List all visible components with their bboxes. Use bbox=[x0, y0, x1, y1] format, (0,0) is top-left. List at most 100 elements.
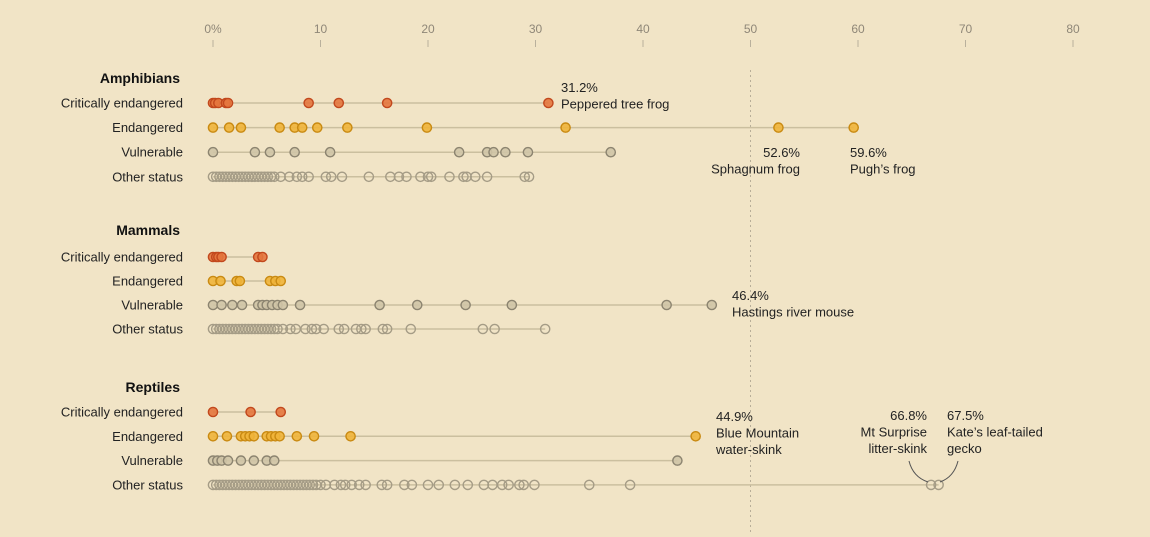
data-point bbox=[560, 122, 571, 133]
data-point bbox=[933, 479, 944, 491]
data-point bbox=[345, 430, 356, 442]
data-point bbox=[285, 323, 296, 335]
data-point bbox=[236, 299, 248, 311]
data-point bbox=[249, 146, 261, 158]
annotation-value: 67.5% bbox=[947, 408, 984, 423]
row-label: Other status bbox=[112, 169, 183, 184]
row-label: Vulnerable bbox=[121, 298, 183, 313]
data-point bbox=[223, 122, 235, 133]
data-point bbox=[289, 146, 301, 158]
data-point bbox=[207, 299, 219, 311]
data-point bbox=[360, 323, 371, 335]
row-critically: Critically endangered bbox=[61, 405, 287, 420]
data-point bbox=[583, 479, 595, 491]
group-title: Amphibians bbox=[100, 70, 180, 86]
data-point bbox=[336, 171, 348, 183]
data-point bbox=[624, 479, 636, 491]
data-point bbox=[462, 479, 474, 491]
data-point bbox=[315, 479, 326, 491]
data-point bbox=[539, 323, 551, 335]
annotation-label: Sphagnum frog bbox=[711, 162, 800, 177]
annotation-label: litter-skink bbox=[868, 441, 927, 456]
group-amphibians: Amphibians Critically endangered Endangere… bbox=[61, 70, 860, 184]
data-point bbox=[356, 323, 367, 335]
annotation-label: Pugh’s frog bbox=[850, 162, 916, 177]
data-point bbox=[329, 479, 340, 491]
data-point bbox=[489, 323, 500, 335]
annotation-value: 52.6% bbox=[763, 145, 800, 160]
row-label: Endangered bbox=[112, 429, 183, 444]
group-mammals: Mammals Critically endangered Endangered Vu… bbox=[61, 222, 718, 337]
data-point bbox=[506, 299, 518, 311]
data-point bbox=[523, 171, 535, 183]
data-point bbox=[477, 323, 489, 335]
group-title: Reptiles bbox=[126, 379, 181, 395]
data-point bbox=[311, 122, 323, 133]
data-point bbox=[335, 479, 347, 491]
row-label: Critically endangered bbox=[61, 96, 183, 111]
data-point bbox=[453, 146, 465, 158]
data-point bbox=[268, 171, 280, 183]
data-point bbox=[338, 323, 350, 335]
data-point bbox=[488, 146, 499, 158]
data-point bbox=[672, 455, 683, 466]
data-point bbox=[519, 171, 531, 183]
annotation-hastings-river-mouse: 46.4% Hastings river mouse bbox=[732, 288, 854, 320]
data-point bbox=[421, 122, 433, 133]
data-point bbox=[300, 323, 311, 335]
data-point bbox=[848, 122, 860, 133]
data-point bbox=[360, 479, 371, 491]
row-other: Other status bbox=[112, 477, 944, 492]
annotation-label: Peppered tree frog bbox=[561, 97, 669, 112]
data-point bbox=[543, 97, 554, 109]
group-title: Mammals bbox=[116, 222, 180, 238]
data-point bbox=[235, 455, 247, 466]
data-point bbox=[272, 323, 283, 335]
x-tick-label: 10 bbox=[314, 22, 328, 36]
data-point bbox=[245, 406, 256, 418]
data-point bbox=[304, 479, 316, 491]
data-point bbox=[274, 122, 285, 133]
data-point bbox=[268, 455, 280, 466]
x-tick-label: 0% bbox=[204, 22, 222, 36]
row-other: Other status bbox=[112, 322, 551, 337]
annotation-pughs-frog: 59.6% Pugh’s frog bbox=[850, 145, 916, 177]
data-point bbox=[324, 146, 336, 158]
data-point bbox=[458, 171, 469, 183]
x-tick-label: 40 bbox=[636, 22, 650, 36]
data-point bbox=[235, 122, 247, 133]
data-point bbox=[248, 430, 260, 442]
data-point bbox=[207, 406, 219, 418]
data-point bbox=[363, 171, 375, 183]
data-point bbox=[303, 171, 314, 183]
data-point bbox=[405, 323, 417, 335]
x-tick-label: 70 bbox=[959, 22, 973, 36]
annotation-label: water-skink bbox=[715, 442, 782, 457]
row-critically: Critically endangered bbox=[61, 250, 268, 265]
data-point bbox=[401, 171, 412, 183]
row-other: Other status bbox=[112, 169, 535, 184]
data-point bbox=[374, 299, 385, 311]
data-point bbox=[277, 299, 289, 311]
row-label: Endangered bbox=[112, 274, 183, 289]
data-point bbox=[342, 122, 353, 133]
data-point bbox=[248, 455, 260, 466]
data-point bbox=[216, 251, 227, 263]
row-label: Critically endangered bbox=[61, 250, 183, 265]
data-point bbox=[294, 299, 306, 311]
row-label: Other status bbox=[112, 322, 183, 337]
x-tick-label: 80 bbox=[1066, 22, 1080, 36]
data-point bbox=[460, 299, 471, 311]
group-reptiles: Reptiles Critically endangered Endangered V… bbox=[61, 379, 944, 492]
annotation-label: Kate’s leaf-tailed bbox=[947, 425, 1043, 440]
row-label: Critically endangered bbox=[61, 405, 183, 420]
data-point bbox=[308, 430, 320, 442]
annotation-value: 31.2% bbox=[561, 80, 598, 95]
data-point bbox=[706, 299, 718, 311]
data-point bbox=[333, 97, 345, 109]
data-point bbox=[496, 479, 508, 491]
data-point bbox=[433, 479, 445, 491]
data-point bbox=[207, 146, 219, 158]
data-point bbox=[393, 171, 405, 183]
row-endangered: Endangered bbox=[112, 120, 860, 135]
